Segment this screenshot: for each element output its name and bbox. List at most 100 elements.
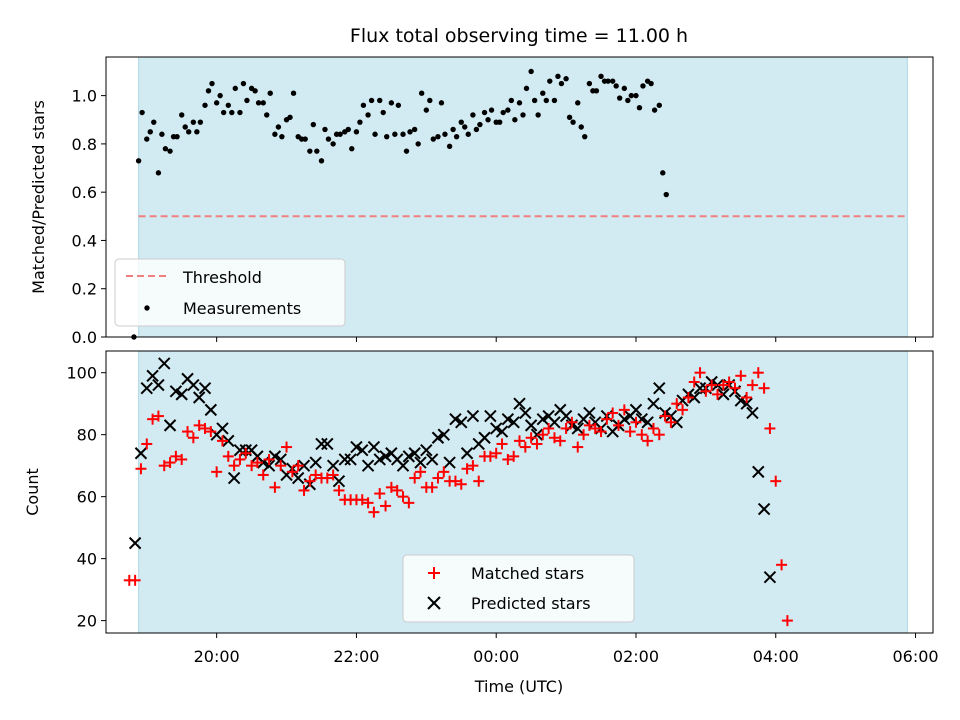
measurement-point bbox=[139, 109, 145, 116]
measurement-point bbox=[458, 119, 464, 125]
measurement-point bbox=[392, 131, 398, 137]
matched-star-point bbox=[129, 574, 141, 586]
matched-star-point bbox=[333, 484, 345, 496]
matched-star-point bbox=[613, 419, 625, 431]
matched-star-point bbox=[135, 463, 147, 475]
matched-star-point bbox=[397, 491, 409, 503]
predicted-star-point bbox=[647, 397, 660, 410]
matched-star-point bbox=[246, 460, 258, 472]
matched-star-point bbox=[653, 429, 665, 441]
matched-star-point bbox=[531, 438, 543, 450]
predicted-star-point bbox=[175, 388, 188, 401]
predicted-star-point bbox=[344, 453, 357, 466]
matched-star-point bbox=[438, 466, 450, 478]
chart-title: Flux total observing time = 11.00 h bbox=[350, 25, 688, 47]
bottom-y-tick-label: 40 bbox=[77, 550, 97, 569]
measurement-point bbox=[244, 97, 250, 104]
measurement-point bbox=[179, 112, 185, 118]
predicted-star-point bbox=[513, 397, 526, 410]
matched-star-point bbox=[618, 404, 630, 416]
x-tick-label: 00:00 bbox=[473, 647, 519, 666]
predicted-star-point bbox=[227, 471, 241, 485]
measurement-point bbox=[516, 100, 523, 106]
matched-star-point bbox=[391, 484, 403, 496]
measurement-point bbox=[485, 117, 491, 123]
predicted-star-point bbox=[146, 369, 159, 382]
measurement-point bbox=[535, 112, 541, 118]
measurement-point bbox=[190, 119, 197, 125]
matched-star-point bbox=[741, 391, 753, 403]
measurement-point bbox=[377, 97, 383, 104]
matched-star-point bbox=[624, 426, 636, 438]
matched-star-point bbox=[484, 450, 496, 462]
x-tick-label: 22:00 bbox=[333, 647, 379, 666]
predicted-star-point bbox=[670, 416, 683, 429]
measurement-point bbox=[159, 131, 165, 137]
predicted-star-point bbox=[466, 409, 480, 423]
measurement-point bbox=[240, 80, 247, 87]
matched-star-point bbox=[211, 466, 223, 478]
measurement-point bbox=[427, 97, 433, 104]
matched-star-point bbox=[548, 432, 560, 444]
measurement-point bbox=[446, 143, 453, 150]
measurement-point bbox=[505, 107, 511, 113]
measurement-point bbox=[205, 88, 212, 94]
measurement-point bbox=[220, 109, 227, 116]
measurement-point bbox=[656, 102, 662, 108]
measurement-point bbox=[384, 133, 390, 140]
matched-star-point bbox=[781, 615, 793, 627]
predicted-star-point bbox=[536, 412, 550, 426]
matched-star-point bbox=[688, 376, 700, 388]
legend-matched-label: Matched stars bbox=[471, 564, 584, 583]
matched-star-point bbox=[152, 410, 164, 422]
matched-star-point bbox=[717, 379, 729, 391]
matched-star-point bbox=[461, 463, 473, 475]
predicted-star-point bbox=[629, 403, 643, 417]
predicted-star-point bbox=[449, 412, 462, 426]
matched-star-point bbox=[362, 497, 374, 509]
predicted-star-point bbox=[274, 453, 287, 466]
bottom-panel: 20 40 60 80 100 Count 20:00 22:00 00:00 02:00 04:0… bbox=[23, 350, 939, 666]
predicted-star-point bbox=[326, 459, 340, 472]
measurement-point bbox=[547, 78, 553, 84]
matched-star-point bbox=[158, 460, 170, 472]
top-panel: 0.0 0.2 0.4 0.6 0.8 1.0 Matched/Predicted star… bbox=[29, 56, 934, 347]
top-y-tick-label: 0.2 bbox=[72, 280, 97, 299]
legend-measurements-label: Measurements bbox=[183, 299, 301, 318]
matched-star-point bbox=[176, 453, 188, 465]
measurement-point bbox=[325, 136, 332, 142]
top-y-tick-label: 0.6 bbox=[72, 183, 97, 202]
matched-star-point bbox=[607, 407, 619, 419]
predicted-star-point bbox=[402, 450, 416, 463]
measurement-point bbox=[582, 133, 588, 140]
measurement-point bbox=[477, 121, 483, 128]
predicted-star-point bbox=[222, 434, 235, 448]
measurement-point bbox=[213, 100, 220, 106]
matched-star-point bbox=[426, 481, 438, 493]
x-tick-label: 06:00 bbox=[892, 647, 938, 666]
matched-star-point bbox=[141, 438, 153, 450]
matched-star-point bbox=[403, 497, 415, 509]
matched-star-point bbox=[292, 460, 304, 472]
measurement-point bbox=[252, 88, 258, 94]
predicted-star-point bbox=[688, 391, 701, 404]
matched-star-point bbox=[671, 398, 683, 410]
measurement-point bbox=[575, 100, 581, 106]
x-tick-label: 20:00 bbox=[194, 647, 240, 666]
predicted-star-point bbox=[291, 471, 305, 485]
matched-star-point bbox=[519, 441, 531, 453]
measurement-point bbox=[322, 126, 328, 133]
measurement-point bbox=[555, 73, 561, 80]
measurement-point bbox=[349, 146, 355, 152]
measurement-point bbox=[314, 148, 320, 154]
measurement-point bbox=[225, 102, 232, 108]
predicted-star-point bbox=[420, 443, 433, 457]
predicted-star-point bbox=[548, 416, 561, 429]
bottom-y-axis-label: Count bbox=[23, 468, 42, 516]
legend-threshold-label: Threshold bbox=[182, 268, 262, 287]
matched-star-point bbox=[286, 466, 298, 478]
x-tick-label: 04:00 bbox=[753, 647, 799, 666]
measurement-point bbox=[551, 97, 558, 104]
matched-star-point bbox=[368, 506, 380, 518]
predicted-star-point bbox=[309, 456, 322, 469]
